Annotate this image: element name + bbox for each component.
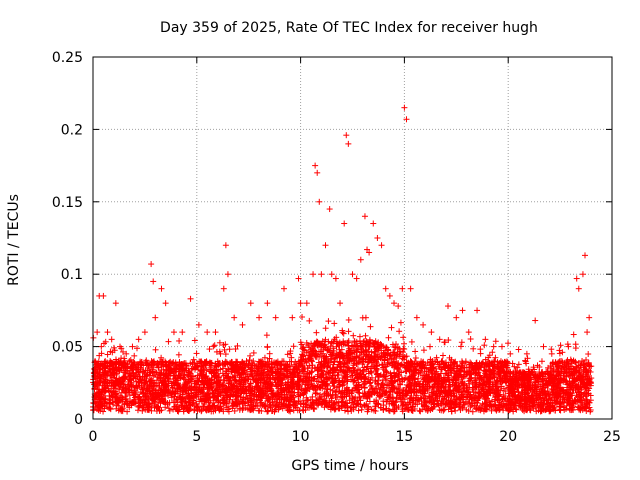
scatter-point bbox=[341, 407, 348, 414]
scatter-point bbox=[398, 361, 405, 368]
scatter-point bbox=[511, 363, 518, 370]
scatter-point bbox=[345, 328, 352, 335]
scatter-point bbox=[220, 372, 227, 379]
grid-lines bbox=[93, 57, 612, 419]
scatter-point bbox=[420, 347, 427, 354]
scatter-point bbox=[131, 352, 138, 359]
scatter-point bbox=[175, 351, 182, 358]
scatter-point bbox=[266, 350, 273, 357]
scatter-point bbox=[261, 354, 268, 361]
scatter-point bbox=[467, 403, 474, 410]
scatter-point bbox=[362, 332, 369, 339]
scatter-point bbox=[400, 334, 407, 341]
scatter-point bbox=[339, 327, 346, 334]
chart-title: Day 359 of 2025, Rate Of TEC Index for r… bbox=[160, 20, 538, 36]
scatter-point bbox=[579, 358, 586, 365]
scatter-point bbox=[190, 356, 197, 363]
scatter-point bbox=[355, 407, 362, 414]
scatter-point bbox=[416, 407, 423, 414]
scatter-point bbox=[345, 408, 352, 415]
scatter-point bbox=[350, 332, 357, 339]
scatter-point bbox=[467, 335, 474, 342]
scatter-point bbox=[445, 337, 452, 344]
scatter-point bbox=[351, 377, 358, 384]
data-points bbox=[90, 104, 595, 415]
scatter-point bbox=[470, 345, 477, 352]
scatter-point bbox=[152, 346, 159, 353]
scatter-point bbox=[548, 346, 555, 353]
scatter-point bbox=[574, 364, 581, 371]
scatter-point bbox=[401, 340, 408, 347]
scatter-point bbox=[557, 342, 564, 349]
scatter-point bbox=[327, 356, 334, 363]
scatter-point bbox=[489, 349, 496, 356]
scatter-point bbox=[193, 350, 200, 357]
scatter-point bbox=[165, 338, 172, 345]
scatter-point bbox=[217, 366, 224, 373]
